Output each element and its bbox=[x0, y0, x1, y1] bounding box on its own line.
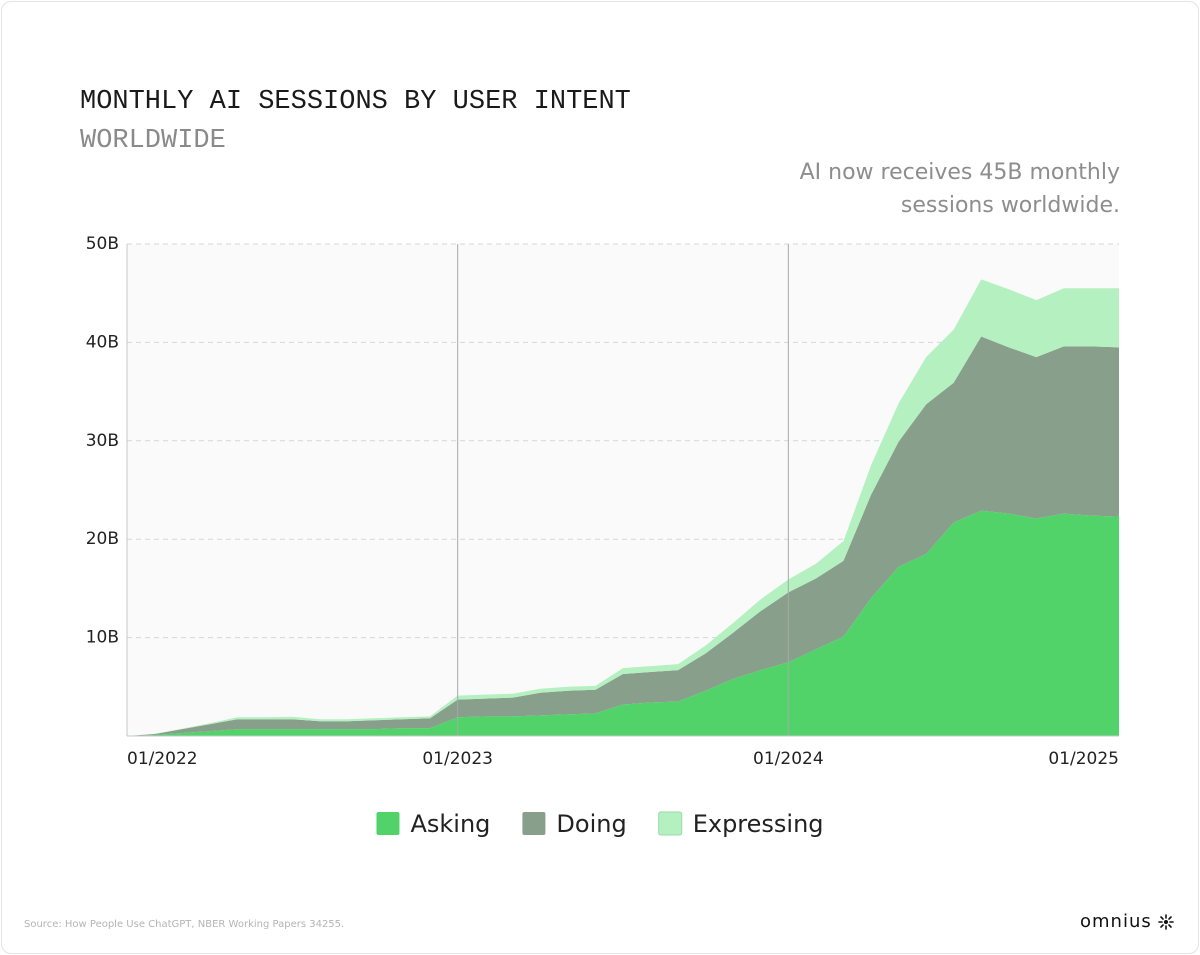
chart-subtitle: WORLDWIDE bbox=[80, 126, 226, 156]
area bbox=[127, 279, 1119, 736]
y-tick-label: 30B bbox=[86, 431, 119, 451]
legend: Asking Doing Expressing bbox=[376, 810, 824, 838]
y-tick-label: 10B bbox=[86, 628, 119, 648]
y-tick-label: 50B bbox=[86, 234, 119, 254]
x-tick-label: 01/2025 bbox=[1048, 749, 1119, 769]
y-tick-label: 40B bbox=[86, 332, 119, 352]
area bbox=[127, 510, 1119, 736]
legend-swatch bbox=[658, 811, 683, 836]
area bbox=[127, 336, 1119, 736]
chart-title: MONTHLY AI SESSIONS BY USER INTENT bbox=[80, 87, 631, 117]
x-tick-label: 01/2023 bbox=[422, 749, 493, 769]
legend-label: Expressing bbox=[693, 810, 824, 838]
legend-swatch bbox=[376, 812, 400, 835]
x-tick-label: 01/2022 bbox=[127, 749, 198, 769]
logo-mark bbox=[1158, 914, 1174, 930]
annotation: AI now receives 45B monthly sessions wor… bbox=[799, 160, 1120, 218]
logo: omnius bbox=[1080, 911, 1152, 932]
y-tick-label: 20B bbox=[86, 529, 119, 549]
legend-swatch bbox=[522, 812, 546, 835]
legend-label: Asking bbox=[410, 810, 490, 838]
source-note: Source: How People Use ChatGPT, NBER Wor… bbox=[24, 919, 344, 930]
legend-label: Doing bbox=[556, 810, 626, 838]
x-tick-label: 01/2024 bbox=[753, 749, 824, 769]
